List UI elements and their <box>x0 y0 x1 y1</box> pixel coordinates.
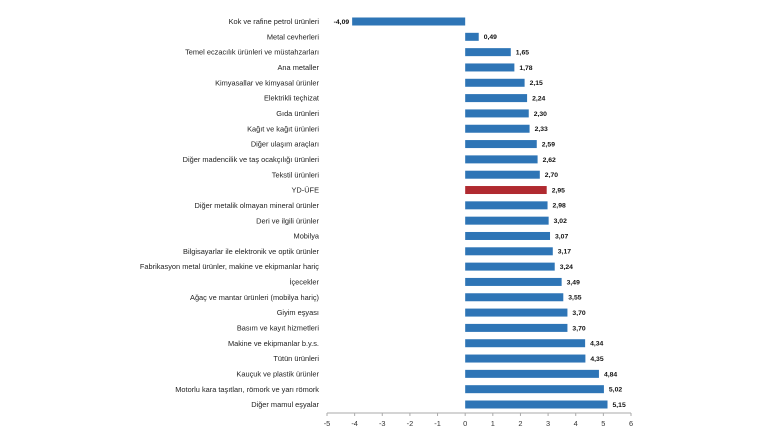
value-label: 2,15 <box>530 80 543 87</box>
x-tick-label: 6 <box>629 419 633 428</box>
value-label: 3,70 <box>572 310 585 317</box>
bar <box>465 231 551 240</box>
bar <box>465 78 525 87</box>
bar <box>465 63 515 72</box>
bar <box>465 277 562 286</box>
bar <box>465 369 599 378</box>
category-label: Kağıt ve kağıt ürünleri <box>247 124 319 133</box>
category-label: Tekstil ürünleri <box>272 170 320 179</box>
value-label: 2,62 <box>543 157 556 164</box>
category-label: Elektrikli teçhizat <box>264 94 319 103</box>
value-label: 3,07 <box>555 233 568 240</box>
value-label: 1,65 <box>516 50 529 57</box>
bar <box>465 385 604 394</box>
category-label: Kimyasallar ve kimyasal ürünler <box>215 78 319 87</box>
category-label: Ana metaller <box>278 63 320 72</box>
category-label: Kok ve rafine petrol ürünleri <box>229 17 320 26</box>
x-tick-label: 0 <box>463 419 467 428</box>
value-label: 4,34 <box>590 341 603 348</box>
x-tick-label: 2 <box>518 419 522 428</box>
value-label: 2,24 <box>532 96 545 103</box>
category-label: Diğer metalik olmayan mineral ürünler <box>195 201 320 210</box>
bar <box>465 293 564 302</box>
category-label: Basım ve kayıt hizmetleri <box>237 324 319 333</box>
category-label: Makine ve ekipmanlar b.y.s. <box>228 339 319 348</box>
labels-layer: Kok ve rafine petrol ürünleri -4,09 Metal … <box>140 17 626 409</box>
bar <box>465 155 538 164</box>
bar <box>465 48 511 57</box>
bar <box>465 109 529 118</box>
bar <box>465 323 568 332</box>
x-tick-label: 3 <box>546 419 550 428</box>
bar <box>465 94 528 103</box>
value-label: 2,70 <box>545 172 558 179</box>
x-tick-label: -2 <box>407 419 414 428</box>
category-label: Mobilya <box>294 232 320 241</box>
category-label: Diğer madencilik ve taş ocakçılığı ürünl… <box>183 155 320 164</box>
axis-layer: -5 -4 -3 -2 -1 0 1 2 3 4 5 6 <box>324 412 633 428</box>
value-label: 3,17 <box>558 249 571 256</box>
value-label: 3,55 <box>568 295 581 302</box>
category-label: Temel eczacılık ürünleri ve müstahzarlar… <box>185 48 319 57</box>
x-tick-label: -1 <box>434 419 441 428</box>
bar <box>465 400 608 409</box>
bar <box>465 170 540 179</box>
category-label: Giyim eşyası <box>277 308 319 317</box>
bar <box>465 308 568 317</box>
category-label: Gıda ürünleri <box>276 109 319 118</box>
value-label: 2,59 <box>542 141 555 148</box>
category-label: Diğer ulaşım araçları <box>251 140 319 149</box>
category-label: YD-ÜFE <box>291 186 319 195</box>
value-label: 3,24 <box>560 264 573 271</box>
value-label: -4,09 <box>334 19 350 26</box>
value-label: 2,95 <box>552 187 565 194</box>
value-label: 4,84 <box>604 371 617 378</box>
value-label: 4,35 <box>590 356 603 363</box>
value-label: 2,98 <box>553 203 566 210</box>
x-tick-label: -3 <box>379 419 386 428</box>
bar <box>465 216 549 225</box>
bar <box>465 32 479 41</box>
category-label: İçecekler <box>289 278 319 287</box>
x-tick-label: 1 <box>491 419 495 428</box>
x-tick-label: 5 <box>601 419 605 428</box>
bar <box>465 140 537 149</box>
category-label: Fabrikasyon metal ürünler, makine ve eki… <box>140 262 319 271</box>
value-label: 3,70 <box>572 325 585 332</box>
highlight-bar <box>465 186 547 195</box>
value-label: 1,78 <box>519 65 532 72</box>
bars-layer <box>352 17 608 409</box>
value-label: 0,49 <box>484 34 497 41</box>
x-tick-label: 4 <box>574 419 578 428</box>
value-label: 2,33 <box>535 126 548 133</box>
category-label: Motorlu kara taşıtları, römork ve yarı r… <box>175 385 319 394</box>
bar <box>465 354 586 363</box>
value-label: 2,30 <box>534 111 547 118</box>
bar <box>465 262 555 271</box>
x-tick-label: -5 <box>324 419 331 428</box>
bar <box>465 247 553 256</box>
category-label: Deri ve ilgili ürünler <box>256 216 319 225</box>
x-tick-label: -4 <box>351 419 358 428</box>
bar <box>352 17 466 26</box>
value-label: 3,49 <box>567 279 580 286</box>
category-label: Ağaç ve mantar ürünleri (mobilya hariç) <box>190 293 319 302</box>
category-label: Kauçuk ve plastik ürünler <box>236 369 319 378</box>
value-label: 5,15 <box>613 402 626 409</box>
bar <box>465 201 548 210</box>
category-label: Bilgisayarlar ile elektronik ve optik ür… <box>183 247 320 256</box>
bar <box>465 339 586 348</box>
value-label: 3,02 <box>554 218 567 225</box>
category-label: Tütün ürünleri <box>273 354 319 363</box>
category-label: Metal cevherleri <box>267 32 320 41</box>
bar <box>465 124 530 133</box>
category-label: Diğer mamul eşyalar <box>251 400 319 409</box>
value-label: 5,02 <box>609 387 622 394</box>
